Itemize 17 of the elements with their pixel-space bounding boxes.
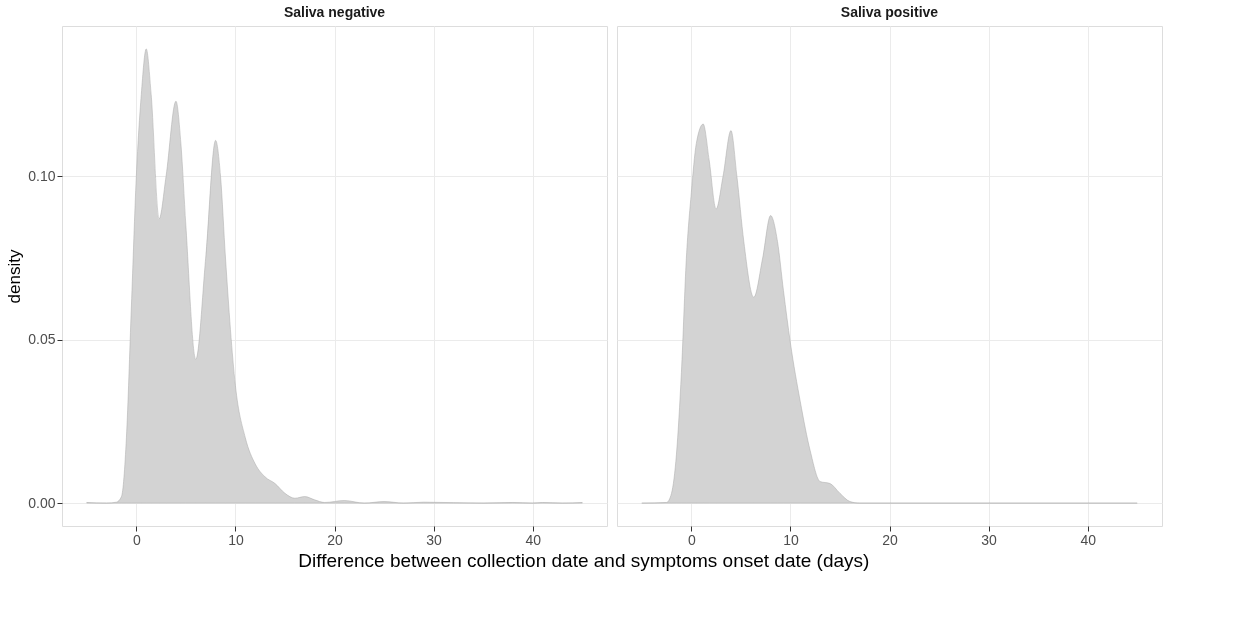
x-tick-label: 10	[783, 531, 799, 548]
x-tick-label: 20	[327, 531, 343, 548]
x-tick-label: 0	[687, 531, 696, 548]
x-tick-label: 30	[981, 531, 998, 548]
x-tick-label: 30	[426, 531, 443, 548]
x-tick-label: 10	[228, 531, 244, 548]
chart-title: Saliva positive	[840, 4, 939, 20]
y-tick-label: 0.10	[28, 167, 56, 184]
x-axis-title: Difference between collection date and symptoms onset date (days)	[298, 549, 870, 571]
chart-title: Saliva negative	[283, 4, 386, 20]
x-tick-label: 20	[882, 531, 898, 548]
x-tick-label: 40	[1080, 531, 1097, 548]
y-axis-title: density	[5, 249, 25, 304]
y-tick-label: 0.00	[28, 494, 56, 511]
x-tick-label: 40	[525, 531, 542, 548]
y-tick-label: 0.05	[28, 331, 56, 348]
x-tick-label: 0	[132, 531, 141, 548]
